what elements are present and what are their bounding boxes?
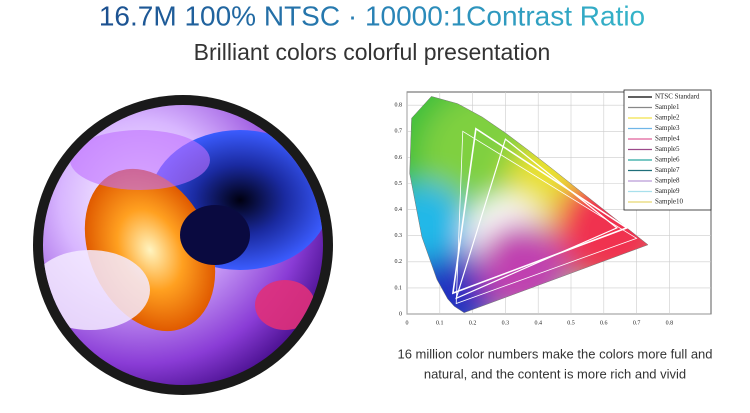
gamut-triangle (455, 138, 619, 300)
legend-label: Sample5 (655, 145, 680, 153)
y-tick-label: 0.4 (395, 207, 403, 213)
x-tick-label: 0.8 (666, 320, 674, 326)
swirl-image (33, 95, 333, 395)
legend-label: Sample4 (655, 135, 680, 143)
y-tick-label: 0.6 (395, 155, 403, 161)
legend-label: Sample6 (655, 156, 680, 164)
x-tick-label: 0.5 (567, 320, 575, 326)
y-tick-label: 0.3 (395, 233, 403, 239)
legend-label: Sample1 (655, 103, 680, 111)
legend-label: Sample9 (655, 187, 680, 195)
legend-label: Sample3 (655, 124, 680, 132)
x-tick-label: 0.1 (436, 320, 444, 326)
color-blob (409, 182, 467, 263)
caption-line: natural, and the content is more rich an… (424, 366, 686, 381)
x-tick-label: 0.2 (469, 320, 477, 326)
y-tick-label: 0.1 (395, 285, 403, 291)
legend-label: NTSC Standard (655, 93, 700, 101)
x-tick-label: 0.7 (633, 320, 641, 326)
subtitle: Brilliant colors colorful presentation (194, 39, 551, 65)
x-tick-label: 0.4 (534, 320, 542, 326)
legend-label: Sample7 (655, 166, 680, 174)
y-tick-label: 0.5 (395, 181, 403, 187)
x-tick-label: 0.6 (600, 320, 608, 326)
y-tick-label: 0.7 (395, 129, 403, 135)
gamut-triangle (451, 127, 629, 295)
x-tick-label: 0.3 (502, 320, 510, 326)
y-tick-label: 0.2 (395, 259, 403, 265)
legend: NTSC Standard Sample1 Sample2 Sample3 Sample… (623, 89, 712, 211)
locus-outline (409, 96, 649, 313)
legend-label: Sample2 (655, 114, 680, 122)
y-tick-label: 0.8 (395, 103, 403, 109)
caption-line: 16 million color numbers make the colors… (397, 346, 712, 361)
gamut-triangle (455, 130, 638, 305)
y-tick-label: 0 (399, 311, 402, 317)
title: 16.7M 100% NTSC · 10000:1Contrast Ratio (99, 0, 645, 31)
gamut-chart: 0 0.1 0.2 0.3 0.4 0.5 0.6 0.7 0.8 0 0.1 0.2 0.3 0.4 0.… (395, 89, 712, 326)
legend-label: Sample8 (655, 177, 680, 185)
legend-label: Sample10 (655, 198, 683, 206)
x-tick-label: 0 (406, 320, 409, 326)
